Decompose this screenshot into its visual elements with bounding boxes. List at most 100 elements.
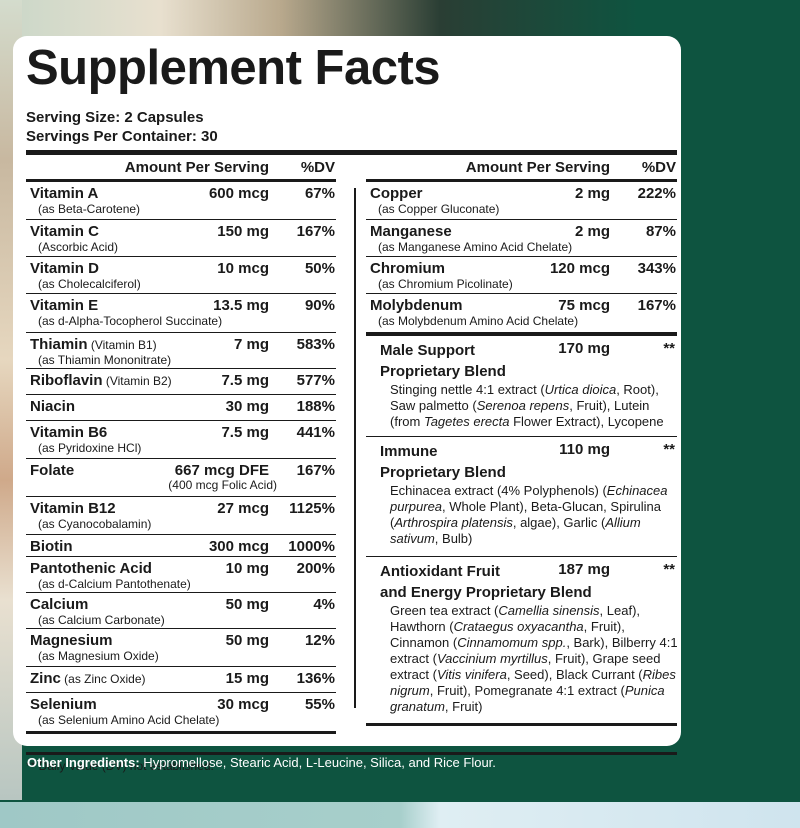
blend-amount: 110 mg <box>559 441 610 458</box>
nutrient-row: Vitamin A (as Beta-Carotene) 600 mcg 67% <box>26 182 336 220</box>
column-divider <box>354 188 356 708</box>
nutrient-dv: 4% <box>313 596 335 613</box>
nutrient-name: Selenium <box>30 696 97 713</box>
nutrient-name: Chromium <box>370 260 445 277</box>
nutrient-form-inline: (Vitamin B1) <box>87 338 157 352</box>
serving-info: Serving Size: 2 Capsules Servings Per Co… <box>26 108 218 146</box>
nutrient-row: Vitamin C (Ascorbic Acid) 150 mg 167% <box>26 220 336 257</box>
nutrient-name: Riboflavin (Vitamin B2) <box>30 372 172 389</box>
nutrient-row: Niacin 30 mg 188% <box>26 395 336 421</box>
bottom-divider <box>26 752 677 755</box>
nutrient-amount-detail: (400 mcg Folic Acid) <box>168 478 277 492</box>
nutrient-dv: 87% <box>645 223 676 240</box>
thick-divider <box>26 150 677 155</box>
nutrient-form: (as Selenium Amino Acid Chelate) <box>38 713 220 727</box>
nutrient-amount: 600 mcg <box>208 185 269 202</box>
nutrient-amount: 150 mg <box>217 223 269 240</box>
right-column-header: Amount Per Serving %DV <box>366 157 677 182</box>
nutrient-name: Calcium <box>30 596 89 613</box>
blend-ingredients: Green tea extract (Camellia sinensis, Le… <box>390 603 678 714</box>
nutrient-amount: 75 mcg <box>558 297 610 314</box>
nutrient-row: Vitamin D (as Cholecalciferol) 10 mcg 50% <box>26 257 336 294</box>
nutrient-dv: 167% <box>637 297 676 314</box>
blend-dv: ** <box>663 561 675 578</box>
nutrient-form: (as Molybdenum Amino Acid Chelate) <box>378 314 579 328</box>
nutrient-form: (as Manganese Amino Acid Chelate) <box>378 240 573 254</box>
nutrient-amount: 7.5 mg <box>221 372 269 389</box>
nutrient-form: (Ascorbic Acid) <box>38 240 119 254</box>
nutrient-dv: 12% <box>304 632 335 649</box>
nutrient-amount: 27 mcg <box>217 500 269 517</box>
nutrient-name: Magnesium <box>30 632 113 649</box>
nutrient-row: Selenium (as Selenium Amino Acid Chelate)… <box>26 693 336 734</box>
nutrient-amount: 300 mcg <box>208 538 269 555</box>
amount-header: Amount Per Serving <box>465 159 610 176</box>
nutrient-row: Chromium (as Chromium Picolinate) 120 mcg 3… <box>366 257 677 294</box>
nutrient-name: Pantothenic Acid <box>30 560 152 577</box>
proprietary-blend: Male Support Proprietary Blend 170 mg ** Sti… <box>366 333 677 437</box>
right-column: Amount Per Serving %DV Copper (as Copper … <box>366 157 678 726</box>
blend-dv: ** <box>663 441 675 458</box>
nutrient-name: Vitamin A <box>30 185 99 202</box>
nutrient-row: Copper (as Copper Gluconate) 2 mg 222% <box>366 182 677 220</box>
nutrient-dv: 167% <box>296 223 335 240</box>
nutrient-name: Folate <box>30 462 75 479</box>
nutrient-name: Manganese <box>370 223 452 240</box>
blend-amount: 187 mg <box>558 561 610 578</box>
nutrient-amount: 7.5 mg <box>221 424 269 441</box>
nutrient-dv: 167% <box>296 462 335 479</box>
nutrient-row: Manganese (as Manganese Amino Acid Chelat… <box>366 220 677 257</box>
nutrient-row: Calcium (as Calcium Carbonate) 50 mg 4% <box>26 593 336 629</box>
nutrient-dv: 200% <box>296 560 335 577</box>
nutrient-dv: 1125% <box>289 500 335 517</box>
blend-title: Male Support Proprietary Blend <box>380 342 506 380</box>
left-column: Amount Per Serving %DV Vitamin A (as Beta… <box>26 157 336 734</box>
blend-title: Immune Proprietary Blend <box>380 443 506 481</box>
nutrient-name: Vitamin C <box>30 223 99 240</box>
blend-ingredients: Echinacea extract (4% Polyphenols) (Echi… <box>390 483 668 546</box>
right-nutrient-list: Copper (as Copper Gluconate) 2 mg 222% Manga… <box>366 182 677 333</box>
other-ingredients-text: Hypromellose, Stearic Acid, L-Leucine, S… <box>139 755 496 770</box>
nutrient-dv: 583% <box>296 336 335 353</box>
nutrient-dv: 55% <box>304 696 335 713</box>
nutrient-name: Niacin <box>30 398 76 415</box>
nutrient-dv: 577% <box>296 372 335 389</box>
nutrient-form: (as Cholecalciferol) <box>38 277 141 291</box>
nutrient-form: (as Pyridoxine HCl) <box>38 441 142 455</box>
dv-footnote: ** Daily Value (DV) not established. <box>26 759 214 773</box>
nutrient-form: (as Copper Gluconate) <box>378 202 500 216</box>
nutrient-name: Vitamin E <box>30 297 99 314</box>
nutrient-row: Vitamin B12 (as Cyanocobalamin) 27 mcg 1125… <box>26 497 336 535</box>
nutrient-form: (as d-Calcium Pantothenate) <box>38 577 191 591</box>
nutrient-amount: 120 mcg <box>549 260 610 277</box>
other-ingredients: Other Ingredients: Hypromellose, Stearic… <box>27 755 496 770</box>
nutrient-form-inline: (Vitamin B2) <box>102 374 172 388</box>
nutrient-amount: 30 mcg <box>217 696 269 713</box>
nutrient-dv: 1000% <box>288 538 335 555</box>
nutrient-amount: 10 mg <box>225 560 269 577</box>
nutrient-form: (as Beta-Carotene) <box>38 202 141 216</box>
nutrient-dv: 50% <box>304 260 335 277</box>
nutrient-amount: 2 mg <box>574 185 610 202</box>
nutrient-amount: 7 mg <box>233 336 269 353</box>
nutrient-row: Biotin 300 mcg 1000% <box>26 535 336 557</box>
nutrient-dv: 67% <box>304 185 335 202</box>
nutrient-name: Molybdenum <box>370 297 463 314</box>
nutrient-row: Thiamin (Vitamin B1) (as Thiamin Mononitr… <box>26 333 336 369</box>
blend-amount: 170 mg <box>558 340 610 357</box>
nutrient-name: Vitamin B6 <box>30 424 108 441</box>
nutrient-row: Pantothenic Acid (as d-Calcium Pantothena… <box>26 557 336 593</box>
nutrient-amount: 667 mcg DFE <box>174 462 269 479</box>
background-photo-bottom <box>0 802 800 828</box>
servings-per-container: Servings Per Container: 30 <box>26 128 218 145</box>
nutrient-form: (as Thiamin Mononitrate) <box>38 353 172 367</box>
nutrient-name: Thiamin (Vitamin B1) <box>30 336 157 353</box>
nutrient-row: Magnesium (as Magnesium Oxide) 50 mg 12% <box>26 629 336 667</box>
other-ingredients-label: Other Ingredients: <box>27 755 140 770</box>
nutrient-dv: 441% <box>296 424 335 441</box>
nutrient-form: (as Chromium Picolinate) <box>378 277 513 291</box>
nutrient-form: (as d-Alpha-Tocopherol Succinate) <box>38 314 223 328</box>
proprietary-blend: Immune Proprietary Blend 110 mg ** Echinacea… <box>366 437 677 557</box>
supplement-facts-panel: Supplement Facts Serving Size: 2 Capsule… <box>13 36 681 773</box>
background-photo-top <box>0 0 800 40</box>
